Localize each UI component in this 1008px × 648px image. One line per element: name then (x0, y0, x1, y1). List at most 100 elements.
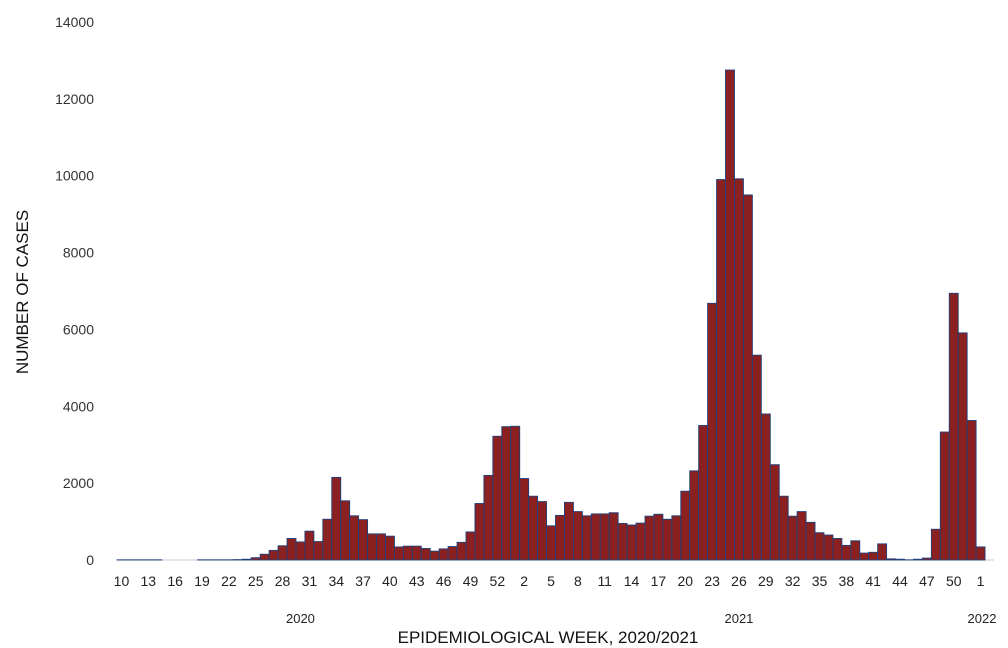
bar-week-39-29 (376, 533, 386, 561)
x-tick-label: 47 (919, 573, 935, 589)
x-tick-label: 38 (839, 573, 855, 589)
bar-week-44-87 (895, 558, 905, 561)
x-tick-label: 50 (946, 573, 962, 589)
bar-week-30-73 (769, 464, 780, 561)
bar-week-4-47 (537, 501, 547, 561)
bar-week-7-50 (564, 501, 574, 561)
bar-week-34-77 (805, 521, 816, 561)
bar-week-45-35 (429, 550, 440, 561)
x-tick-label: 5 (547, 573, 555, 589)
bar-week-26-69 (734, 178, 744, 561)
bar-week-38-28 (367, 533, 377, 561)
x-tick-label: 40 (382, 573, 398, 589)
bar-week-48-38 (456, 541, 467, 561)
bar-week-33-23 (322, 518, 333, 561)
bar-week-50-40 (474, 503, 485, 561)
bar-week-22-65 (698, 425, 709, 561)
bar-week-39-82 (850, 540, 861, 561)
bar-week-12-55 (608, 512, 619, 561)
bar-week-1-44 (510, 425, 521, 561)
bar-week-53-43 (501, 426, 512, 561)
bar-week-27-70 (742, 194, 753, 561)
bar-week-10-53 (590, 513, 601, 561)
bar-week-20-63 (680, 490, 691, 561)
bar-week-40-30 (385, 535, 395, 561)
x-tick-label: 44 (892, 573, 908, 589)
x-tick-label: 2 (520, 573, 528, 589)
y-tick-label: 4000 (63, 398, 94, 414)
x-tick-label: 17 (651, 573, 667, 589)
x-tick-label: 32 (785, 573, 801, 589)
bar-week-38-81 (841, 544, 852, 561)
x-tick-label: 49 (463, 573, 479, 589)
bar-week-24-67 (716, 179, 726, 561)
y-tick-label: 14000 (55, 14, 94, 30)
x-tick-label: 11 (597, 573, 612, 589)
bar-week-41-84 (868, 551, 879, 561)
bar-week-49-92 (939, 431, 950, 561)
x-tick-label: 37 (355, 573, 371, 589)
bar-week-41-31 (393, 546, 404, 561)
bar-week-46-89 (913, 558, 923, 561)
bar-week-34-24 (331, 476, 342, 561)
bar-week-32-75 (787, 515, 798, 561)
x-tick-label: 22 (221, 573, 237, 589)
x-tick-label: 31 (302, 573, 318, 589)
bar-week-48-91 (930, 528, 941, 561)
bar-week-9-52 (581, 515, 592, 561)
bar-week-35-78 (814, 532, 825, 561)
x-tick-label: 14 (624, 573, 640, 589)
bar-week-3-46 (528, 495, 539, 561)
bar-week-16-59 (644, 515, 655, 561)
bar-week-28-71 (751, 354, 762, 561)
bar-week-27-17 (268, 549, 279, 561)
bar-week-6-49 (555, 514, 565, 561)
bar-week-42-85 (877, 543, 888, 561)
x-tick-label: 16 (167, 573, 183, 589)
bar-week-18-61 (662, 518, 673, 561)
x-tick-label: 23 (704, 573, 720, 589)
bar-week-29-19 (286, 538, 297, 561)
bar-week-52-42 (492, 435, 503, 561)
x-tick-label: 10 (114, 573, 130, 589)
bar-week-40-83 (859, 552, 870, 561)
y-tick-label: 6000 (63, 321, 94, 337)
bar-week-33-76 (796, 511, 807, 561)
x-tick-label: 46 (436, 573, 452, 589)
bar-week-51-41 (483, 475, 494, 561)
year-labels: 2020 2021 2022 (286, 611, 996, 626)
bar-week-21-64 (689, 470, 700, 561)
bar-week-42-32 (402, 545, 413, 561)
bar-week-52-95 (966, 420, 977, 561)
x-axis-ticks: 10 13 16 19 22 25 28 31 34 37 40 43 46 49 52 2 5 8 11 14 17 2… (114, 573, 985, 589)
bar-week-17-60 (653, 513, 664, 561)
bar-week-46-36 (438, 548, 449, 561)
bar-week-25-68 (725, 69, 735, 561)
bar-week-15-58 (635, 522, 646, 561)
x-tick-label: 20 (677, 573, 693, 589)
bar-week-2-45 (519, 478, 530, 561)
bar-week-43-33 (411, 545, 422, 561)
bar-week-19-62 (671, 515, 682, 561)
bar-week-36-79 (823, 534, 834, 561)
y-tick-label: 10000 (55, 168, 94, 184)
x-tick-label: 35 (812, 573, 828, 589)
bar-week-29-72 (760, 413, 771, 561)
y-tick-label: 0 (86, 552, 94, 568)
bar-week-51-94 (957, 332, 968, 561)
bar-week-23-66 (707, 302, 718, 561)
bar-week-31-74 (778, 495, 789, 561)
x-tick-label: 41 (865, 573, 881, 589)
x-tick-label: 43 (409, 573, 425, 589)
bar-week-47-37 (447, 546, 458, 561)
y-tick-label: 12000 (55, 91, 94, 107)
x-tick-label: 52 (490, 573, 506, 589)
bar-week-31-21 (304, 530, 315, 561)
x-tick-label: 29 (758, 573, 774, 589)
x-tick-label: 26 (731, 573, 747, 589)
bar-week-37-80 (832, 538, 843, 561)
bar-week-28-18 (277, 545, 288, 561)
bar-week-43-86 (886, 558, 897, 561)
